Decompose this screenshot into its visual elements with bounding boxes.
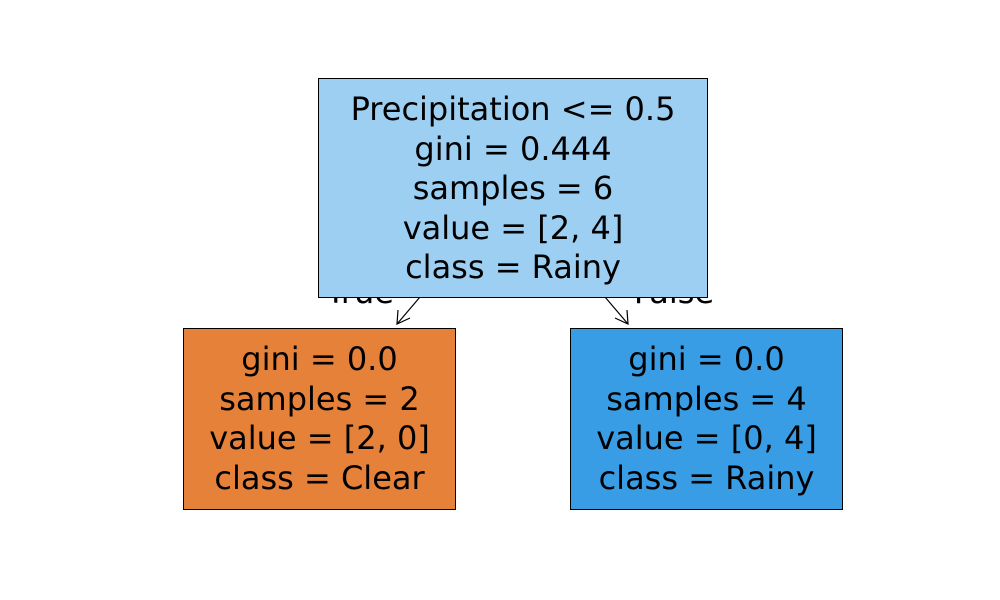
edge-arrow-false xyxy=(604,296,629,325)
root-gini: gini = 0.444 xyxy=(414,129,612,168)
right-value: value = [0, 4] xyxy=(596,419,817,457)
right-samples: samples = 4 xyxy=(606,379,807,418)
right-gini: gini = 0.0 xyxy=(628,340,785,378)
root-value: value = [2, 4] xyxy=(402,208,624,247)
edge-arrow-true xyxy=(396,296,421,325)
left-leaf-node: gini = 0.0 samples = 2 value = [2, 0] cl… xyxy=(183,328,456,510)
root-samples: samples = 6 xyxy=(412,169,614,208)
left-class: class = Clear xyxy=(214,458,425,497)
edge-label-false: False xyxy=(634,273,714,311)
root-node: Precipitation <= 0.5 gini = 0.444 sample… xyxy=(318,78,708,298)
root-split-condition: Precipitation <= 0.5 xyxy=(350,90,676,129)
left-value: value = [2, 0] xyxy=(209,419,430,457)
left-samples: samples = 2 xyxy=(219,379,420,418)
right-class: class = Rainy xyxy=(598,458,815,497)
root-class: class = Rainy xyxy=(405,248,621,287)
edge-label-true: True xyxy=(325,273,394,311)
right-leaf-node: gini = 0.0 samples = 4 value = [0, 4] cl… xyxy=(570,328,843,510)
left-gini: gini = 0.0 xyxy=(241,340,398,378)
